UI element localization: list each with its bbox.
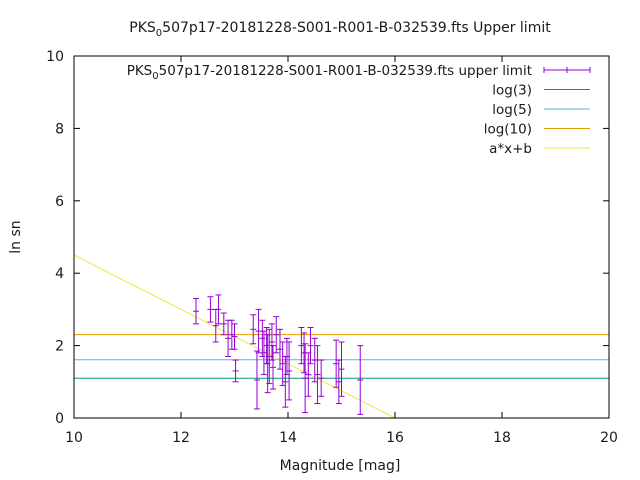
data-point	[276, 328, 283, 370]
x-tick-label: 18	[493, 430, 511, 446]
data-point	[335, 359, 342, 405]
data-point	[192, 298, 199, 325]
legend-label: a*x+b	[489, 141, 532, 157]
data-point	[286, 341, 293, 401]
plot-area	[74, 254, 609, 418]
legend-label: log(5)	[492, 102, 532, 118]
data-point	[318, 359, 325, 397]
x-axis-label: Magnitude [mag]	[280, 458, 401, 474]
legend-label: log(3)	[492, 83, 532, 99]
subscript: 0	[156, 28, 162, 39]
chart-title: PKS0507p17-20181228-S001-R001-B-032539.f…	[129, 20, 551, 39]
y-tick-label: 6	[55, 194, 64, 210]
data-point	[268, 323, 275, 361]
data-point	[314, 345, 321, 405]
data-point	[215, 294, 222, 325]
data-point	[225, 319, 232, 357]
data-point	[266, 328, 273, 385]
x-tick-label: 16	[386, 430, 404, 446]
data-point	[232, 359, 239, 383]
data-point	[263, 327, 270, 365]
x-tick-label: 10	[65, 430, 83, 446]
data-point	[298, 327, 305, 365]
data-point	[338, 341, 345, 397]
y-tick-label: 8	[55, 121, 64, 137]
text-part: PKS	[129, 20, 156, 36]
plot-frame	[73, 55, 610, 419]
data-point	[253, 350, 260, 410]
data-point	[260, 330, 267, 376]
x-tick-label: 20	[600, 430, 618, 446]
x-tick-label: 14	[279, 430, 297, 446]
text-part: 507p17-20181228-S001-R001-B-032539.fts u…	[159, 63, 532, 79]
y-axis-label: ln sn	[8, 220, 24, 253]
legend-label: PKS0507p17-20181228-S001-R001-B-032539.f…	[127, 63, 532, 82]
y-tick-label: 2	[55, 339, 64, 355]
data-point	[307, 327, 314, 365]
data-point	[231, 323, 238, 350]
data-point	[333, 339, 340, 388]
data-point	[270, 345, 277, 390]
subscript: 0	[152, 71, 158, 82]
data-point	[302, 343, 309, 414]
data-point	[279, 341, 286, 386]
data-point	[207, 296, 214, 323]
data-point	[228, 319, 235, 350]
data-point	[273, 316, 280, 354]
y-tick-label: 4	[55, 266, 64, 282]
data-point	[250, 314, 257, 345]
data-point	[357, 345, 364, 415]
text-part: PKS	[127, 63, 153, 79]
data-point	[255, 308, 262, 354]
data-point	[311, 337, 318, 383]
x-tick-label: 12	[172, 430, 190, 446]
data-point	[212, 308, 219, 343]
legend: PKS0507p17-20181228-S001-R001-B-032539.f…	[127, 63, 591, 157]
text-part: 507p17-20181228-S001-R001-B-032539.fts U…	[162, 20, 551, 36]
data-point	[220, 312, 227, 336]
y-tick-label: 0	[55, 411, 64, 427]
legend-label: log(10)	[484, 122, 532, 138]
y-tick-label: 10	[46, 49, 64, 65]
